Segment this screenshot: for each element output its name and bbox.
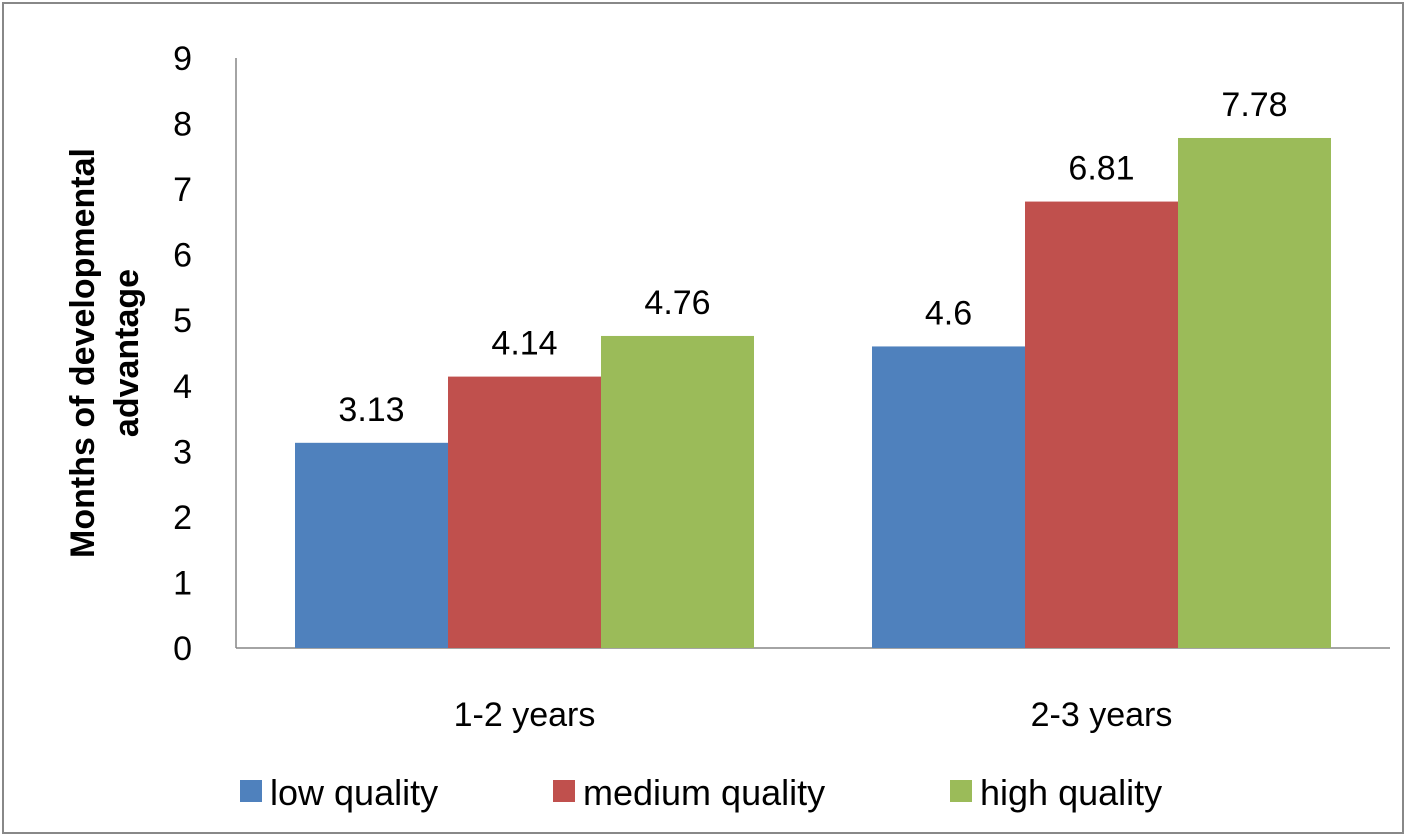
bar-low-quality-2 <box>872 346 1025 648</box>
legend-label: low quality <box>270 772 438 813</box>
bar-low-quality-1 <box>295 442 448 648</box>
bar-medium-quality-2 <box>1025 201 1178 649</box>
y-tick-label: 3 <box>173 433 192 471</box>
y-axis-title: advantage <box>108 269 146 437</box>
data-label: 4.76 <box>644 284 710 322</box>
x-tick-label: 1-2 years <box>454 696 596 734</box>
data-label: 7.78 <box>1221 86 1287 124</box>
y-tick-label: 4 <box>173 368 192 406</box>
y-tick-label: 7 <box>173 171 192 209</box>
y-tick-label: 0 <box>173 630 192 668</box>
y-tick-label: 2 <box>173 499 192 537</box>
legend-swatch <box>950 780 972 802</box>
y-tick-label: 1 <box>173 564 192 602</box>
legend-swatch <box>553 780 575 802</box>
bar-medium-quality-1 <box>448 376 601 648</box>
y-tick-label: 8 <box>173 106 192 144</box>
data-label: 6.81 <box>1068 150 1134 188</box>
y-tick-label: 6 <box>173 237 192 275</box>
legend-label: medium quality <box>583 772 825 813</box>
data-label: 3.13 <box>338 391 404 429</box>
y-tick-label: 9 <box>173 40 192 78</box>
y-tick-label: 5 <box>173 302 192 340</box>
bar-high-quality-1 <box>601 335 754 648</box>
legend-label: high quality <box>980 772 1162 813</box>
y-axis-title: Months of developmental <box>64 148 102 558</box>
x-tick-label: 2-3 years <box>1031 696 1173 734</box>
legend-swatch <box>240 780 262 802</box>
data-label: 4.14 <box>491 325 557 363</box>
data-label: 4.6 <box>925 294 972 332</box>
bar-high-quality-2 <box>1178 137 1331 648</box>
